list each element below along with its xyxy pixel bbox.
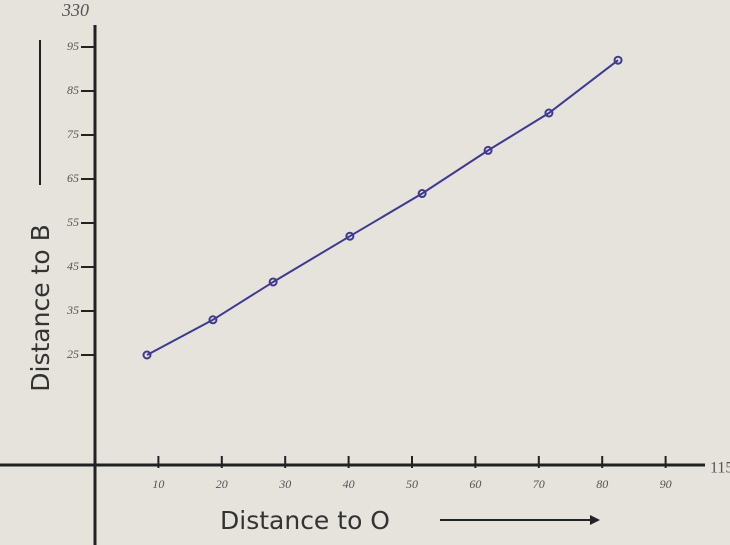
y-tick-label: 55 — [67, 215, 79, 229]
chart: 330 115 Distance to O Distance to B 10 20… — [0, 0, 730, 545]
x-axis-title: Distance to O — [220, 506, 390, 535]
y-tick-label: 35 — [66, 303, 79, 317]
y-axis-end-label: 330 — [61, 0, 89, 20]
y-axis-title: Distance to B — [26, 224, 55, 391]
x-tick-label: 60 — [469, 477, 481, 491]
x-tick-label: 70 — [533, 477, 545, 491]
x-tick-label: 20 — [216, 477, 228, 491]
x-tick-label: 90 — [660, 477, 672, 491]
x-axis-end-label: 115 — [710, 460, 730, 477]
y-tick-label: 75 — [67, 127, 79, 141]
x-tick-label: 10 — [152, 477, 164, 491]
paper — [0, 0, 730, 545]
y-tick-label: 65 — [67, 171, 79, 185]
x-tick-label: 40 — [343, 477, 355, 491]
x-tick-label: 80 — [596, 477, 608, 491]
x-tick-label: 50 — [406, 477, 418, 491]
y-tick-label: 85 — [67, 83, 79, 97]
y-tick-label: 95 — [67, 39, 79, 53]
y-tick-label: 25 — [67, 347, 79, 361]
y-tick-label: 45 — [67, 259, 79, 273]
x-tick-label: 30 — [278, 477, 291, 491]
